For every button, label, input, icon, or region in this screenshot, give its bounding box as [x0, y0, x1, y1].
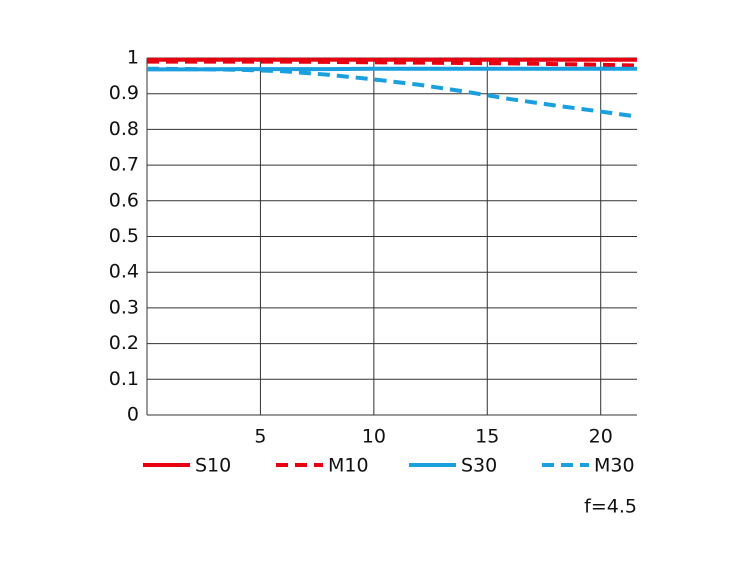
- y-tick-label: 0.1: [109, 368, 139, 390]
- y-tick-label: 0.6: [109, 189, 139, 211]
- x-tick-label: 15: [475, 426, 499, 448]
- y-tick-label: 0: [127, 404, 139, 426]
- y-tick-label: 1: [127, 47, 139, 69]
- series-line: [147, 59, 638, 68]
- x-tick-label: 10: [362, 426, 386, 448]
- series-line: [147, 66, 637, 72]
- x-tick-label: 20: [589, 426, 613, 448]
- series-line: [146, 66, 638, 119]
- legend-label: M30: [594, 455, 635, 477]
- legend-label: S10: [195, 455, 231, 477]
- y-tick-label: 0.9: [109, 82, 139, 104]
- y-tick-label: 0.2: [109, 332, 139, 354]
- x-tick-label: 5: [254, 426, 266, 448]
- legend-label: M10: [328, 455, 369, 477]
- y-tick-label: 0.5: [109, 225, 139, 247]
- annotation: f=4.5: [584, 496, 637, 518]
- y-tick-label: 0.4: [109, 261, 139, 283]
- y-tick-label: 0.8: [109, 118, 139, 140]
- legend-label: S30: [461, 455, 497, 477]
- y-tick-label: 0.7: [109, 154, 139, 176]
- y-tick-label: 0.3: [109, 296, 139, 318]
